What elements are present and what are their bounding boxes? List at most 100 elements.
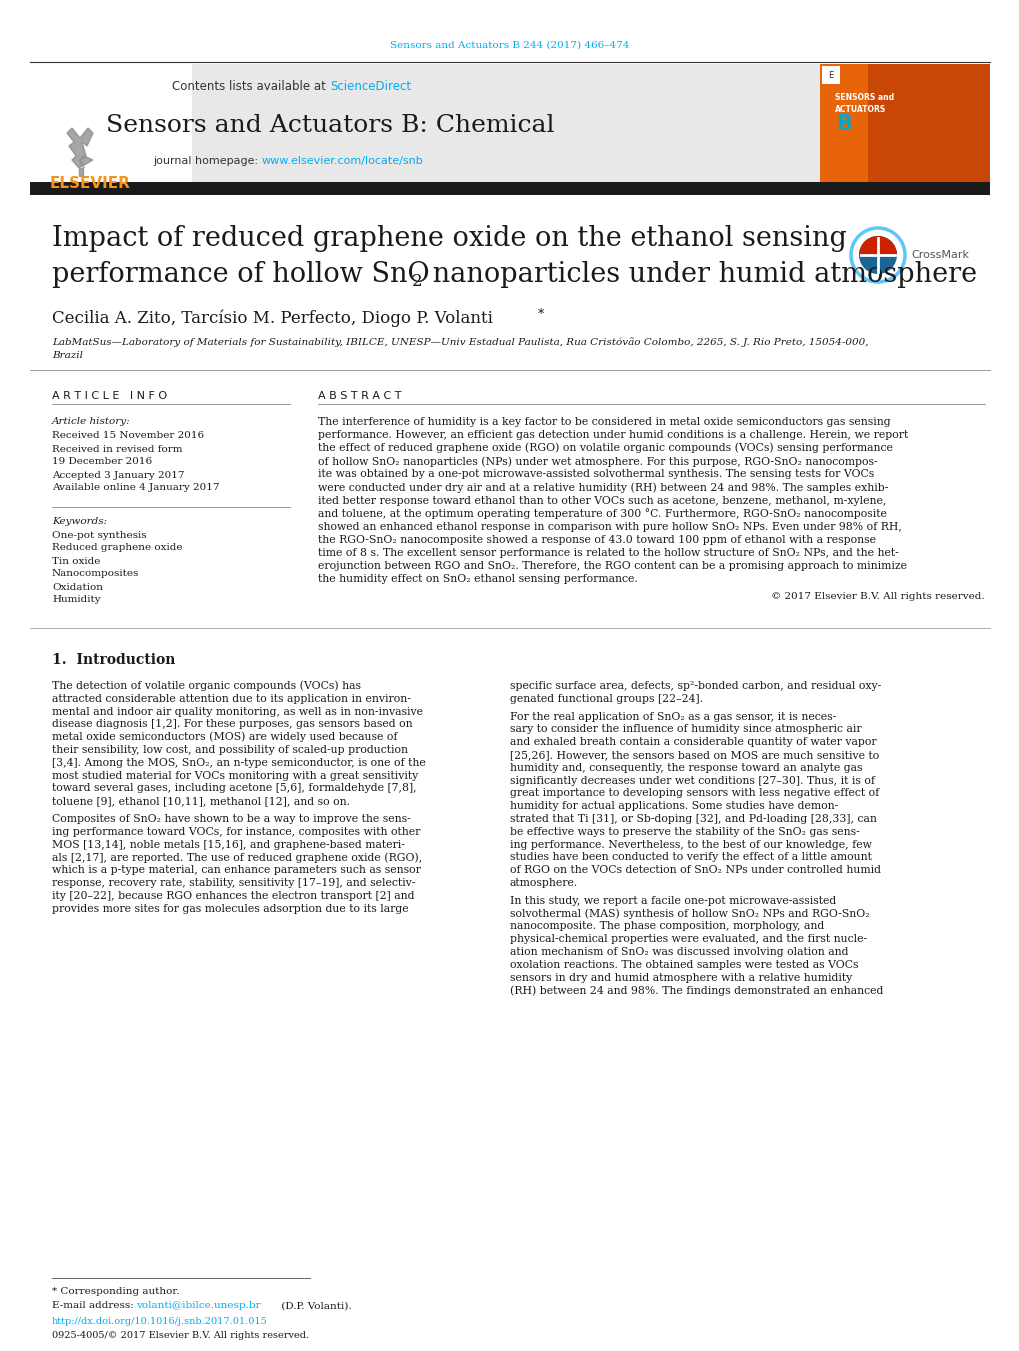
Text: genated functional groups [22–24].: genated functional groups [22–24]. — [510, 694, 702, 704]
Text: E: E — [827, 70, 833, 80]
FancyBboxPatch shape — [30, 182, 989, 195]
Text: of RGO on the VOCs detection of SnO₂ NPs under controlled humid: of RGO on the VOCs detection of SnO₂ NPs… — [510, 865, 880, 875]
Text: solvothermal (MAS) synthesis of hollow SnO₂ NPs and RGO-SnO₂: solvothermal (MAS) synthesis of hollow S… — [510, 908, 869, 919]
Text: nanoparticles under humid atmosphere: nanoparticles under humid atmosphere — [424, 262, 976, 289]
Text: mental and indoor air quality monitoring, as well as in non-invasive: mental and indoor air quality monitoring… — [52, 707, 423, 716]
Text: (RH) between 24 and 98%. The findings demonstrated an enhanced: (RH) between 24 and 98%. The findings de… — [510, 985, 882, 996]
Text: Composites of SnO₂ have shown to be a way to improve the sens-: Composites of SnO₂ have shown to be a wa… — [52, 815, 411, 824]
Text: specific surface area, defects, sp²-bonded carbon, and residual oxy-: specific surface area, defects, sp²-bond… — [510, 681, 880, 690]
Text: A B S T R A C T: A B S T R A C T — [318, 390, 401, 401]
Polygon shape — [78, 168, 83, 176]
Text: Sensors and Actuators B: Chemical: Sensors and Actuators B: Chemical — [106, 113, 553, 136]
Text: MOS [13,14], noble metals [15,16], and graphene-based materi-: MOS [13,14], noble metals [15,16], and g… — [52, 839, 405, 850]
Text: oxolation reactions. The obtained samples were tested as VOCs: oxolation reactions. The obtained sample… — [510, 959, 858, 970]
Text: their sensibility, low cost, and possibility of scaled-up production: their sensibility, low cost, and possibi… — [52, 744, 408, 755]
Text: LabMatSus—Laboratory of Materials for Sustainability, IBILCE, UNESP—Univ Estadua: LabMatSus—Laboratory of Materials for Su… — [52, 338, 867, 347]
Text: Impact of reduced graphene oxide on the ethanol sensing: Impact of reduced graphene oxide on the … — [52, 224, 846, 251]
Text: Accepted 3 January 2017: Accepted 3 January 2017 — [52, 470, 184, 480]
Text: be effective ways to preserve the stability of the SnO₂ gas sens-: be effective ways to preserve the stabil… — [510, 827, 859, 836]
Text: http://dx.doi.org/10.1016/j.snb.2017.01.015: http://dx.doi.org/10.1016/j.snb.2017.01.… — [52, 1317, 268, 1327]
Text: provides more sites for gas molecules adsorption due to its large: provides more sites for gas molecules ad… — [52, 904, 409, 913]
Text: 1.  Introduction: 1. Introduction — [52, 653, 175, 667]
Text: volanti@ibilce.unesp.br: volanti@ibilce.unesp.br — [136, 1301, 261, 1310]
Text: toluene [9], ethanol [10,11], methanol [12], and so on.: toluene [9], ethanol [10,11], methanol [… — [52, 796, 350, 807]
Text: * Corresponding author.: * Corresponding author. — [52, 1288, 179, 1297]
Text: [3,4]. Among the MOS, SnO₂, an n-type semiconductor, is one of the: [3,4]. Among the MOS, SnO₂, an n-type se… — [52, 758, 425, 767]
Text: One-pot synthesis: One-pot synthesis — [52, 531, 147, 539]
Text: 0925-4005/© 2017 Elsevier B.V. All rights reserved.: 0925-4005/© 2017 Elsevier B.V. All right… — [52, 1332, 309, 1340]
Text: attracted considerable attention due to its application in environ-: attracted considerable attention due to … — [52, 694, 411, 704]
Text: ite was obtained by a one-pot microwave-assisted solvothermal synthesis. The sen: ite was obtained by a one-pot microwave-… — [318, 469, 873, 480]
Text: The detection of volatile organic compounds (VOCs) has: The detection of volatile organic compou… — [52, 681, 361, 692]
Text: © 2017 Elsevier B.V. All rights reserved.: © 2017 Elsevier B.V. All rights reserved… — [770, 592, 984, 601]
Text: Received 15 November 2016: Received 15 November 2016 — [52, 431, 204, 440]
Text: als [2,17], are reported. The use of reduced graphene oxide (RGO),: als [2,17], are reported. The use of red… — [52, 852, 422, 863]
Text: B: B — [836, 113, 851, 134]
FancyBboxPatch shape — [867, 63, 989, 182]
FancyBboxPatch shape — [30, 63, 192, 182]
Text: the effect of reduced graphene oxide (RGO) on volatile organic compounds (VOCs) : the effect of reduced graphene oxide (RG… — [318, 443, 892, 454]
Text: studies have been conducted to verify the effect of a little amount: studies have been conducted to verify th… — [510, 852, 871, 862]
Text: ing performance toward VOCs, for instance, composites with other: ing performance toward VOCs, for instanc… — [52, 827, 420, 836]
Text: Tin oxide: Tin oxide — [52, 557, 100, 566]
Text: physical-chemical properties were evaluated, and the first nucle-: physical-chemical properties were evalua… — [510, 934, 866, 944]
Text: Humidity: Humidity — [52, 596, 101, 604]
Text: ity [20–22], because RGO enhances the electron transport [2] and: ity [20–22], because RGO enhances the el… — [52, 890, 414, 901]
Text: SENSORS and: SENSORS and — [835, 93, 894, 103]
Text: 19 December 2016: 19 December 2016 — [52, 458, 152, 466]
Text: E-mail address:: E-mail address: — [52, 1301, 137, 1310]
Text: erojunction between RGO and SnO₂. Therefore, the RGO content can be a promising : erojunction between RGO and SnO₂. Theref… — [318, 561, 906, 571]
Text: the RGO-SnO₂ nanocomposite showed a response of 43.0 toward 100 ppm of ethanol w: the RGO-SnO₂ nanocomposite showed a resp… — [318, 535, 875, 544]
Text: Reduced graphene oxide: Reduced graphene oxide — [52, 543, 182, 553]
Text: www.elsevier.com/locate/snb: www.elsevier.com/locate/snb — [262, 155, 423, 166]
Text: ited better response toward ethanol than to other VOCs such as acetone, benzene,: ited better response toward ethanol than… — [318, 496, 886, 505]
Text: ScienceDirect: ScienceDirect — [330, 80, 411, 92]
Text: were conducted under dry air and at a relative humidity (RH) between 24 and 98%.: were conducted under dry air and at a re… — [318, 482, 888, 493]
Polygon shape — [67, 128, 93, 168]
Text: (D.P. Volanti).: (D.P. Volanti). — [278, 1301, 352, 1310]
Text: metal oxide semiconductors (MOS) are widely used because of: metal oxide semiconductors (MOS) are wid… — [52, 732, 397, 743]
Text: humidity for actual applications. Some studies have demon-: humidity for actual applications. Some s… — [510, 801, 838, 811]
Text: great importance to developing sensors with less negative effect of: great importance to developing sensors w… — [510, 789, 878, 798]
Text: most studied material for VOCs monitoring with a great sensitivity: most studied material for VOCs monitorin… — [52, 770, 418, 781]
Text: Sensors and Actuators B 244 (2017) 466–474: Sensors and Actuators B 244 (2017) 466–4… — [390, 41, 629, 50]
Text: humidity and, consequently, the response toward an analyte gas: humidity and, consequently, the response… — [510, 763, 862, 773]
Text: toward several gases, including acetone [5,6], formaldehyde [7,8],: toward several gases, including acetone … — [52, 784, 416, 793]
Text: *: * — [537, 308, 544, 320]
Text: ACTUATORS: ACTUATORS — [835, 105, 886, 115]
Text: Available online 4 January 2017: Available online 4 January 2017 — [52, 484, 219, 493]
Text: of hollow SnO₂ nanoparticles (NPs) under wet atmosphere. For this purpose, RGO-S: of hollow SnO₂ nanoparticles (NPs) under… — [318, 457, 876, 466]
Text: the humidity effect on SnO₂ ethanol sensing performance.: the humidity effect on SnO₂ ethanol sens… — [318, 574, 637, 584]
Text: disease diagnosis [1,2]. For these purposes, gas sensors based on: disease diagnosis [1,2]. For these purpo… — [52, 719, 413, 730]
Text: atmosphere.: atmosphere. — [510, 878, 578, 888]
Text: which is a p-type material, can enhance parameters such as sensor: which is a p-type material, can enhance … — [52, 865, 421, 875]
Text: ing performance. Nevertheless, to the best of our knowledge, few: ing performance. Nevertheless, to the be… — [510, 839, 871, 850]
Text: and toluene, at the optimum operating temperature of 300 °C. Furthermore, RGO-Sn: and toluene, at the optimum operating te… — [318, 508, 886, 519]
Text: Received in revised form: Received in revised form — [52, 444, 182, 454]
Text: 2: 2 — [412, 273, 422, 290]
Text: showed an enhanced ethanol response in comparison with pure hollow SnO₂ NPs. Eve: showed an enhanced ethanol response in c… — [318, 521, 901, 532]
Text: The interference of humidity is a key factor to be considered in metal oxide sem: The interference of humidity is a key fa… — [318, 417, 890, 427]
FancyBboxPatch shape — [819, 63, 989, 182]
Text: Oxidation: Oxidation — [52, 582, 103, 592]
Text: Brazil: Brazil — [52, 350, 83, 359]
Text: Contents lists available at: Contents lists available at — [172, 80, 330, 92]
Text: and exhaled breath contain a considerable quantity of water vapor: and exhaled breath contain a considerabl… — [510, 738, 875, 747]
Text: ELSEVIER: ELSEVIER — [50, 176, 130, 190]
Text: Keywords:: Keywords: — [52, 516, 107, 526]
FancyBboxPatch shape — [30, 63, 819, 182]
Text: [25,26]. However, the sensors based on MOS are much sensitive to: [25,26]. However, the sensors based on M… — [510, 750, 878, 761]
Text: ation mechanism of SnO₂ was discussed involving olation and: ation mechanism of SnO₂ was discussed in… — [510, 947, 848, 957]
FancyBboxPatch shape — [821, 66, 840, 84]
Wedge shape — [858, 236, 896, 255]
Text: CrossMark: CrossMark — [910, 250, 968, 259]
Text: strated that Ti [31], or Sb-doping [32], and Pd-loading [28,33], can: strated that Ti [31], or Sb-doping [32],… — [510, 815, 876, 824]
Text: journal homepage:: journal homepage: — [153, 155, 262, 166]
Text: Article history:: Article history: — [52, 417, 130, 427]
Text: nanocomposite. The phase composition, morphology, and: nanocomposite. The phase composition, mo… — [510, 921, 823, 931]
Text: significantly decreases under wet conditions [27–30]. Thus, it is of: significantly decreases under wet condit… — [510, 775, 874, 785]
Text: For the real application of SnO₂ as a gas sensor, it is neces-: For the real application of SnO₂ as a ga… — [510, 712, 836, 721]
Text: response, recovery rate, stability, sensitivity [17–19], and selectiv-: response, recovery rate, stability, sens… — [52, 878, 415, 888]
Text: Cecilia A. Zito, Tarcísio M. Perfecto, Diogo P. Volanti: Cecilia A. Zito, Tarcísio M. Perfecto, D… — [52, 309, 492, 327]
Text: A R T I C L E   I N F O: A R T I C L E I N F O — [52, 390, 167, 401]
